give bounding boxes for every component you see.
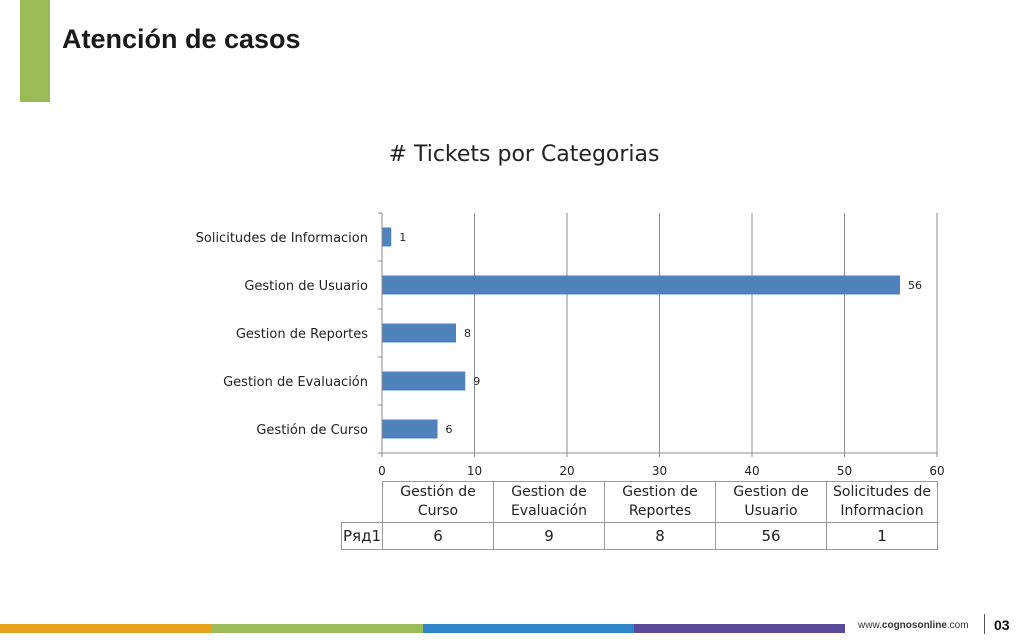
footer-website-link[interactable]: www.cognosonline.com <box>858 620 969 631</box>
slide-title: Atención de casos <box>62 24 301 54</box>
data-table-value-cell: 56 <box>715 522 827 550</box>
x-tick-label: 0 <box>378 464 386 478</box>
data-label: 8 <box>464 327 471 340</box>
data-table-header-cell: Gestion de Usuario <box>715 481 827 523</box>
category-label: Gestión de Curso <box>256 423 368 438</box>
chart-title: # Tickets por Categorias <box>388 142 660 167</box>
category-label: Gestion de Evaluación <box>223 375 368 390</box>
data-label: 9 <box>473 375 480 388</box>
x-tick-label: 60 <box>929 464 944 478</box>
data-table-header-cell: Gestion de Evaluación <box>493 481 605 523</box>
data-table-header-cell: Gestión de Curso <box>382 481 494 523</box>
x-tick-label: 40 <box>744 464 759 478</box>
data-table-corner <box>342 482 383 523</box>
footer-strip-segment <box>211 624 423 633</box>
chart-data-table: Gestión de Curso Gestion de Evaluación Ge… <box>341 481 938 550</box>
footer-divider <box>984 614 985 634</box>
x-tick-label: 30 <box>652 464 667 478</box>
footer-strip-segment <box>422 624 634 633</box>
x-tick-label: 10 <box>467 464 482 478</box>
bar <box>382 419 438 439</box>
data-label: 6 <box>446 423 453 436</box>
bar <box>382 227 392 247</box>
data-table-header-cell: Gestion de Reportes <box>604 481 716 523</box>
data-label: 1 <box>399 231 406 244</box>
category-label: Solicitudes de Informacion <box>196 231 368 246</box>
x-tick-label: 50 <box>837 464 852 478</box>
data-table-value-cell: 1 <box>826 522 938 550</box>
bar <box>382 275 900 295</box>
x-tick-label: 20 <box>559 464 574 478</box>
data-table-header-cell: Solicitudes de Informacion <box>826 481 938 523</box>
title-accent-bar <box>20 0 50 102</box>
page-number: 03 <box>994 617 1010 633</box>
bar <box>382 323 456 343</box>
data-table-value-cell: 9 <box>493 522 605 550</box>
footer-color-strip <box>0 624 845 633</box>
data-table-value-cell: 8 <box>604 522 716 550</box>
data-table-header-row: Gestión de Curso Gestion de Evaluación Ge… <box>342 481 938 523</box>
category-label: Gestion de Reportes <box>236 327 368 342</box>
data-label: 56 <box>908 279 922 292</box>
data-table-value-cell: 6 <box>382 522 494 550</box>
footer-strip-segment <box>0 624 212 633</box>
category-label: Gestion de Usuario <box>244 279 368 294</box>
data-table-row-label: Ряд1 <box>341 522 383 550</box>
bar <box>382 371 466 391</box>
footer-strip-segment <box>633 624 845 633</box>
data-table-value-row: Ряд1 6 9 8 56 1 <box>341 522 938 550</box>
